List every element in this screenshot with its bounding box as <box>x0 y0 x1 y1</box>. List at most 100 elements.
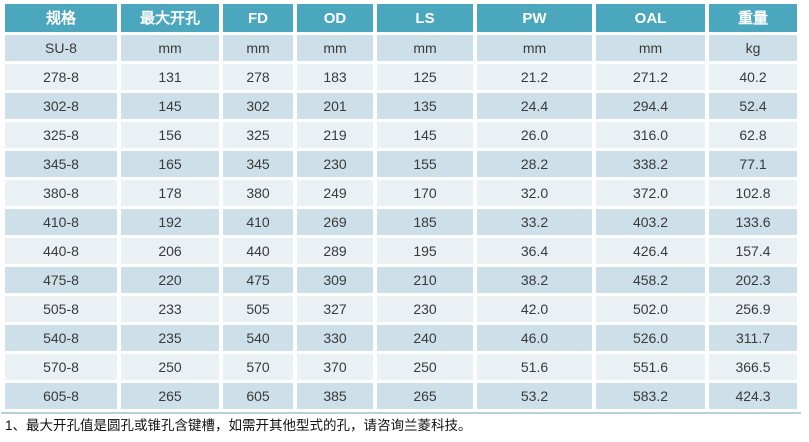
table-cell: 42.0 <box>477 296 592 322</box>
table-cell: 249 <box>297 180 373 206</box>
table-body: SU-8 mm mm mm mm mm mm kg 278-8 131 278 183 125 21.2 2… <box>5 35 797 409</box>
table-cell: 475 <box>223 267 293 293</box>
table-cell: 52.4 <box>709 93 797 119</box>
table-cell: 145 <box>121 93 219 119</box>
table-cell: 28.2 <box>477 151 592 177</box>
table-cell: 21.2 <box>477 64 592 90</box>
table-cell: 230 <box>377 296 473 322</box>
table-row: 505-8 233 505 327 230 42.0 502.0 256.9 <box>5 296 797 322</box>
column-header-5: LS <box>377 4 473 32</box>
table-cell: 219 <box>297 122 373 148</box>
table-row: 570-8 250 570 370 250 51.6 551.6 366.5 <box>5 354 797 380</box>
table-cell: 183 <box>297 64 373 90</box>
column-header-8: 重量 <box>709 4 797 32</box>
table-cell: 36.4 <box>477 238 592 264</box>
table-cell: 53.2 <box>477 383 592 409</box>
table-cell: 131 <box>121 64 219 90</box>
table-cell: 505 <box>223 296 293 322</box>
table-cell: 410 <box>223 209 293 235</box>
table-row: 440-8 206 440 289 195 36.4 426.4 157.4 <box>5 238 797 264</box>
table-row: 302-8 145 302 201 135 24.4 294.4 52.4 <box>5 93 797 119</box>
table-cell: 345 <box>223 151 293 177</box>
table-cell: 385 <box>297 383 373 409</box>
table-cell: 426.4 <box>596 238 705 264</box>
table-cell: 309 <box>297 267 373 293</box>
table-cell: 256.9 <box>709 296 797 322</box>
table-cell: 206 <box>121 238 219 264</box>
table-cell: 294.4 <box>596 93 705 119</box>
table-cell: 125 <box>377 64 473 90</box>
column-header-6: PW <box>477 4 592 32</box>
table-cell: mm <box>121 35 219 61</box>
table-cell: 230 <box>297 151 373 177</box>
table-cell: mm <box>223 35 293 61</box>
header-row: 规格 最大开孔 FD OD LS PW OAL 重量 <box>5 4 797 32</box>
table-cell: 505-8 <box>5 296 117 322</box>
table-cell: 202.3 <box>709 267 797 293</box>
table-cell: 372.0 <box>596 180 705 206</box>
table-cell: 526.0 <box>596 325 705 351</box>
table-cell: 410-8 <box>5 209 117 235</box>
table-cell: 440 <box>223 238 293 264</box>
table-cell: mm <box>477 35 592 61</box>
table-cell: 330 <box>297 325 373 351</box>
table-cell: 327 <box>297 296 373 322</box>
table-cell: 475-8 <box>5 267 117 293</box>
table-cell: 165 <box>121 151 219 177</box>
table-cell: 155 <box>377 151 473 177</box>
table-cell: 325 <box>223 122 293 148</box>
column-header-2: 最大开孔 <box>121 4 219 32</box>
column-header-3: FD <box>223 4 293 32</box>
table-cell: 156 <box>121 122 219 148</box>
table-row: 325-8 156 325 219 145 26.0 316.0 62.8 <box>5 122 797 148</box>
table-cell: 570 <box>223 354 293 380</box>
table-cell: 269 <box>297 209 373 235</box>
table-cell: 235 <box>121 325 219 351</box>
table-cell: 271.2 <box>596 64 705 90</box>
table-cell: 250 <box>121 354 219 380</box>
column-header-4: OD <box>297 4 373 32</box>
table-cell: 302-8 <box>5 93 117 119</box>
table-cell: 195 <box>377 238 473 264</box>
table-cell: 540 <box>223 325 293 351</box>
table-cell: 605 <box>223 383 293 409</box>
column-header-7: OAL <box>596 4 705 32</box>
table-cell: mm <box>297 35 373 61</box>
table-row: 380-8 178 380 249 170 32.0 372.0 102.8 <box>5 180 797 206</box>
table-row: 410-8 192 410 269 185 33.2 403.2 133.6 <box>5 209 797 235</box>
table-cell: 278 <box>223 64 293 90</box>
table-row: 475-8 220 475 309 210 38.2 458.2 202.3 <box>5 267 797 293</box>
table-cell: 338.2 <box>596 151 705 177</box>
table-cell: 62.8 <box>709 122 797 148</box>
table-cell: 77.1 <box>709 151 797 177</box>
table-cell: 458.2 <box>596 267 705 293</box>
table-cell: 605-8 <box>5 383 117 409</box>
table-cell: 403.2 <box>596 209 705 235</box>
table-cell: 380 <box>223 180 293 206</box>
table-cell: 265 <box>121 383 219 409</box>
table-cell: 201 <box>297 93 373 119</box>
table-cell: 583.2 <box>596 383 705 409</box>
table-cell: 551.6 <box>596 354 705 380</box>
table-cell: 170 <box>377 180 473 206</box>
table-cell: 192 <box>121 209 219 235</box>
footnote: 1、最大开孔值是圆孔或锥孔含键槽，如需开其他型式的孔，请咨询兰菱科技。 <box>5 418 472 433</box>
table-row: 278-8 131 278 183 125 21.2 271.2 40.2 <box>5 64 797 90</box>
table-cell: 185 <box>377 209 473 235</box>
table-cell: 24.4 <box>477 93 592 119</box>
table-cell: 424.3 <box>709 383 797 409</box>
table-cell: SU-8 <box>5 35 117 61</box>
table-cell: 157.4 <box>709 238 797 264</box>
table-cell: 440-8 <box>5 238 117 264</box>
table-cell: 316.0 <box>596 122 705 148</box>
table-cell: 380-8 <box>5 180 117 206</box>
spec-table: 规格 最大开孔 FD OD LS PW OAL 重量 SU-8 mm mm mm mm mm mm kg 27… <box>1 1 801 414</box>
table-cell: 220 <box>121 267 219 293</box>
table-cell: mm <box>377 35 473 61</box>
table-cell: 370 <box>297 354 373 380</box>
table-cell: 250 <box>377 354 473 380</box>
table-cell: 38.2 <box>477 267 592 293</box>
table-cell: 178 <box>121 180 219 206</box>
table-cell: 26.0 <box>477 122 592 148</box>
table-cell: 51.6 <box>477 354 592 380</box>
